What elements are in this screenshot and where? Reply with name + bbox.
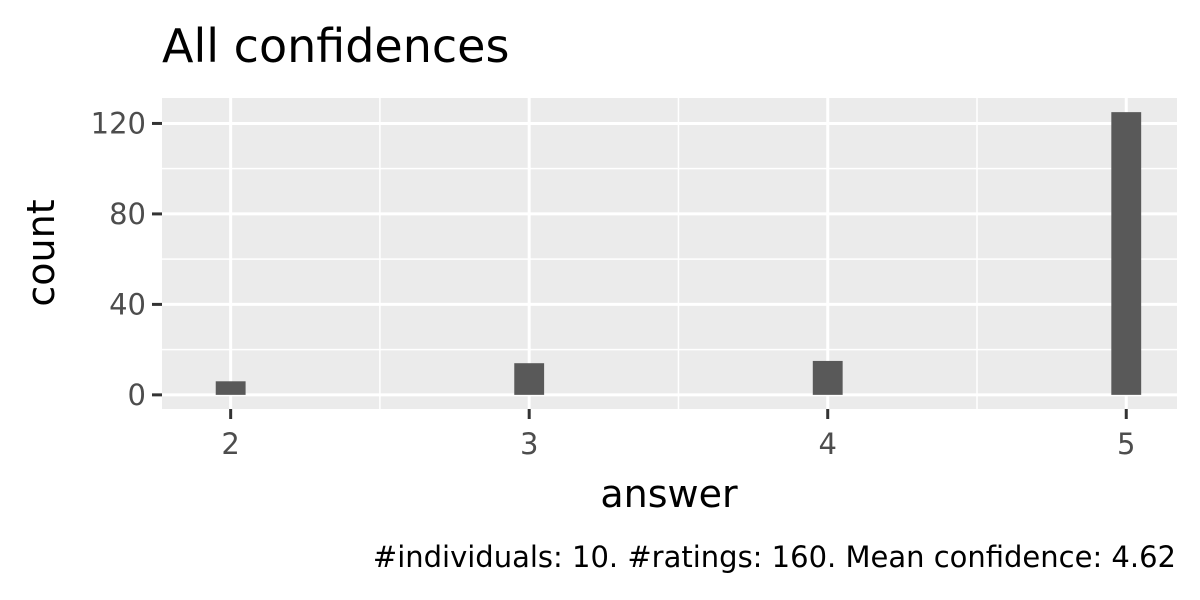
bars [215,112,1142,395]
plot-panel [162,98,1177,409]
y-tick-label: 120 [91,106,146,140]
x-axis: 2 3 4 5 [221,409,1135,461]
bar-answer-5 [1111,112,1142,395]
x-tick-label: 4 [818,427,836,461]
x-axis-title: answer [600,472,738,516]
x-tick-label: 3 [520,427,538,461]
bar-answer-2 [215,381,246,395]
y-tick-label: 0 [128,378,146,412]
bar-answer-4 [812,360,843,395]
y-tick-label: 40 [109,287,146,321]
x-tick-label: 2 [221,427,239,461]
y-axis: 0 40 80 120 [91,106,162,412]
x-tick-label: 5 [1117,427,1135,461]
y-tick-label: 80 [109,197,146,231]
y-axis-title: count [19,199,63,306]
minor-gridlines [162,98,1177,409]
chart-title: All confidences [162,19,509,73]
chart-caption: #individuals: 10. #ratings: 160. Mean co… [373,540,1176,574]
bar-answer-3 [514,363,545,395]
